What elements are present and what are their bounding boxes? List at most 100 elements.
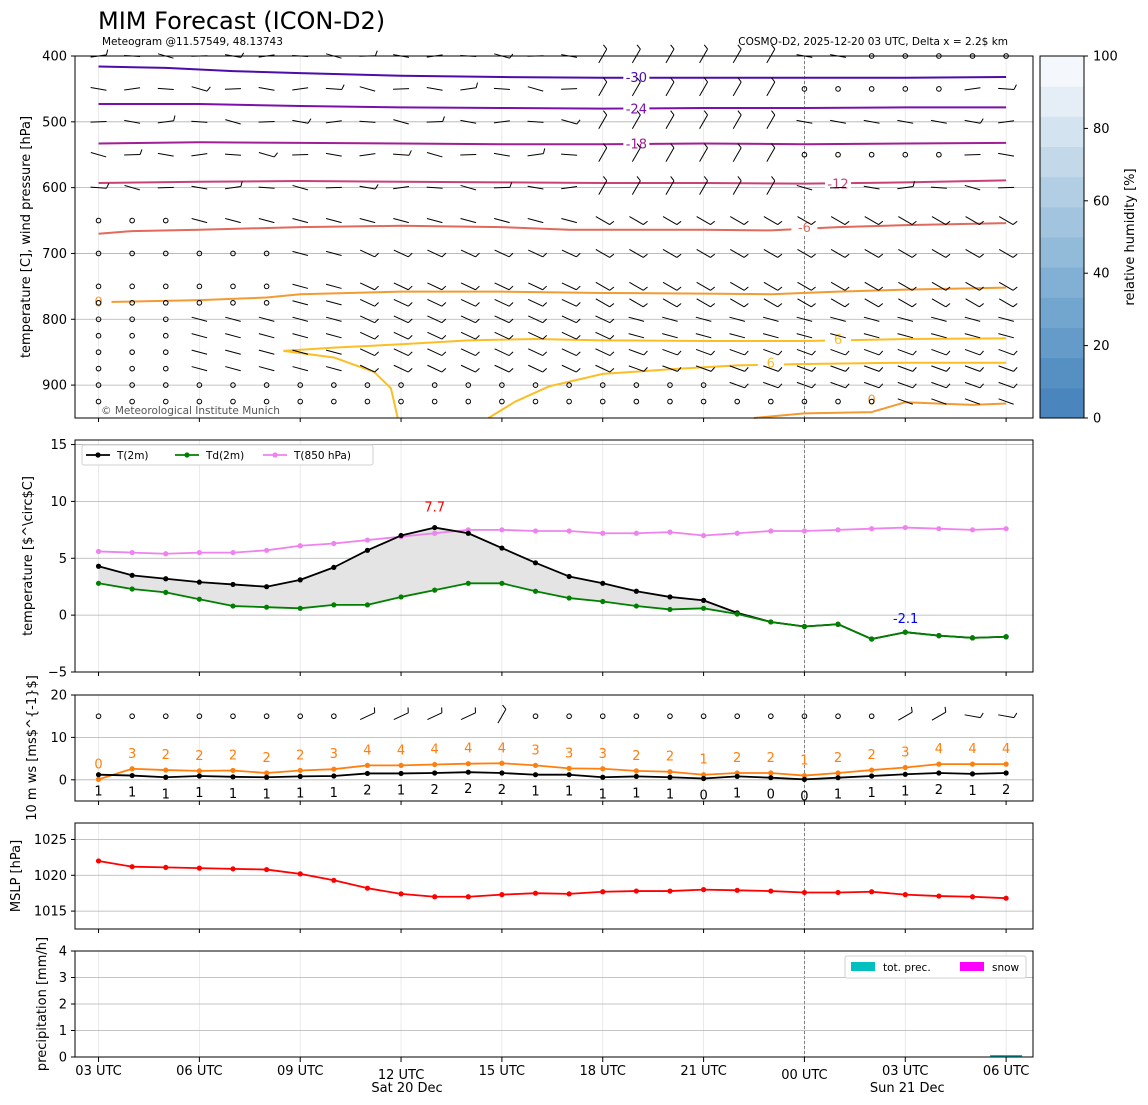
barb-feather: [508, 351, 514, 356]
gust-value-label: 1: [94, 785, 102, 800]
wind-lines: [95, 760, 1009, 782]
wind-barb: [196, 398, 203, 405]
barb-shaft: [930, 119, 947, 124]
calm-circle: [162, 217, 169, 224]
wind-barb: [225, 119, 241, 125]
barb-shaft: [426, 121, 443, 123]
calm-circle: [95, 332, 102, 339]
wind-barb: [493, 182, 513, 189]
wind-barb: [830, 333, 846, 339]
wind-barb: [964, 333, 981, 339]
barb-feather: [911, 286, 917, 291]
gust-value-label: 1: [901, 784, 909, 799]
barb-shaft: [494, 249, 510, 258]
calm-circle: [129, 365, 135, 372]
barb-shaft: [224, 153, 242, 156]
barb-shaft: [527, 120, 544, 123]
barb-shaft: [965, 281, 980, 291]
wind-barb: [699, 77, 709, 97]
dewpoint-spread-fill: [98, 527, 1007, 640]
series-wind_speed-point: [566, 765, 572, 771]
calm-circle: [95, 349, 102, 355]
series-t850-point: [196, 549, 202, 556]
barb-feather: [509, 182, 513, 188]
barb-shaft: [359, 364, 375, 373]
series-t850-point: [331, 540, 337, 547]
series-gust: [98, 771, 1007, 781]
temperature-y-axis: −5 0 5 10 15: [48, 438, 1007, 681]
wind-barb: [90, 121, 107, 123]
wind-barb: [667, 382, 673, 388]
barb-shaft: [931, 249, 947, 258]
barb-feather: [475, 252, 480, 258]
calm-circle: [129, 713, 135, 720]
series-td2m-point: [230, 603, 236, 609]
wind-barb: [528, 364, 548, 373]
barb-shaft: [662, 348, 678, 356]
barb-shaft: [965, 298, 980, 308]
wind-barb: [364, 382, 371, 388]
barb-shaft: [359, 217, 376, 224]
barb-feather: [442, 116, 445, 122]
barb-feather: [643, 367, 648, 372]
wind-barb: [325, 120, 342, 124]
barb-shaft: [699, 147, 709, 162]
series-t2m-point: [264, 584, 270, 590]
surface-wind-barb: [768, 713, 774, 720]
legend-marker: [272, 452, 278, 458]
surface-wind-barb: [532, 713, 539, 720]
barb-shaft: [494, 364, 510, 373]
barb-shaft: [796, 348, 813, 356]
wind-barb: [864, 298, 884, 308]
barb-shaft: [598, 81, 608, 97]
series-t850-point: [801, 528, 808, 534]
wind-barb: [191, 349, 208, 355]
wind-barb: [998, 186, 1015, 189]
wind-barb: [532, 398, 539, 405]
calm-circle: [768, 713, 774, 720]
barb-shaft: [460, 364, 476, 373]
barb-shaft: [898, 711, 913, 721]
y-tick-label: 0: [59, 773, 67, 788]
wind-barb: [225, 349, 241, 355]
barb-feather: [710, 220, 716, 225]
wind-barb: [835, 151, 841, 158]
wind-barb: [460, 331, 480, 340]
barb-shaft: [662, 216, 678, 225]
barb-shaft: [629, 249, 644, 258]
calm-circle: [263, 283, 270, 290]
calm-circle: [835, 151, 841, 158]
barb-feather: [710, 286, 716, 291]
y-tick-label: 4: [59, 945, 67, 960]
colorbar-tick-label: 40: [1093, 267, 1110, 282]
barb-feather: [912, 350, 917, 356]
series-gust-point: [734, 773, 740, 780]
barb-feather: [502, 704, 507, 710]
wind-barb: [730, 249, 749, 258]
barb-feather: [636, 77, 641, 83]
y-tick-label: 2: [59, 998, 67, 1013]
series-mslp-point: [432, 894, 438, 900]
wind-barb: [230, 398, 236, 405]
wind-barb: [191, 333, 208, 339]
barb-shaft: [730, 298, 745, 308]
barb-shaft: [898, 216, 913, 225]
temperature-panel: 7.7 -2.1 −5 0 5 10 15 T(2m) Td(2m) T(850 hPa) t…: [21, 438, 1034, 681]
wind-barb: [633, 398, 640, 405]
barb-shaft: [325, 349, 342, 355]
barb-shaft: [699, 180, 709, 195]
barb-feather: [912, 383, 917, 389]
barb-shaft: [494, 217, 510, 224]
barb-feather: [576, 335, 581, 340]
calm-circle: [263, 250, 270, 257]
barb-shaft: [998, 714, 1015, 719]
barb-feather: [777, 383, 783, 389]
barb-shaft: [595, 298, 610, 308]
barb-feather: [945, 303, 951, 308]
wind-barb: [129, 365, 135, 372]
barb-shaft: [258, 366, 275, 372]
wind-barb: [561, 298, 581, 307]
wind-barb: [230, 382, 236, 388]
wind-barb: [263, 382, 270, 388]
